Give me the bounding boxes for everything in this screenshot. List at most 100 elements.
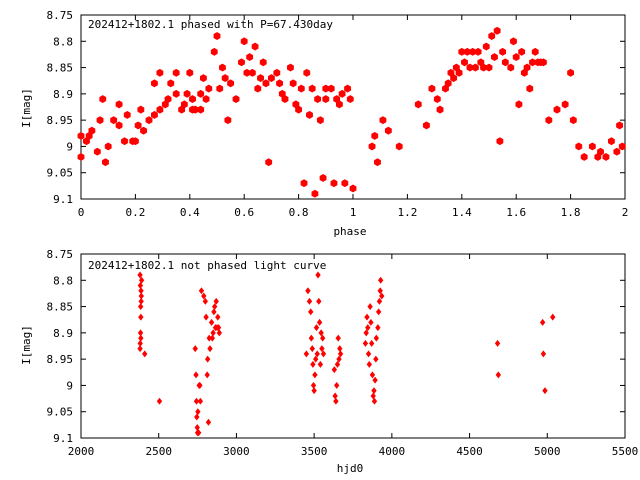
data-point xyxy=(331,366,338,374)
data-point xyxy=(518,47,526,56)
data-point xyxy=(138,313,144,321)
data-point xyxy=(203,313,209,321)
y-tick-label: 8.85 xyxy=(47,62,74,75)
data-point xyxy=(137,271,143,279)
data-point xyxy=(96,116,104,125)
data-point xyxy=(338,89,346,98)
data-point xyxy=(201,292,207,300)
x-tick-label: 3500 xyxy=(301,445,328,458)
x-tick-label: 0.8 xyxy=(289,206,309,219)
data-point xyxy=(362,339,369,347)
data-point xyxy=(553,105,561,114)
x-tick-label: 0 xyxy=(78,206,85,219)
data-point xyxy=(305,287,311,295)
data-point xyxy=(281,95,289,104)
y-tick-label: 8.85 xyxy=(47,301,74,314)
data-point xyxy=(138,276,145,284)
data-point xyxy=(314,95,322,104)
unphased-light-curve-panel: 202412+1802.1 not phased light curve I[m… xyxy=(20,248,638,475)
x-tick-label: 4500 xyxy=(456,445,483,458)
data-point xyxy=(227,79,235,88)
x-tick-label: 5000 xyxy=(534,445,561,458)
data-point xyxy=(134,121,142,130)
data-point xyxy=(257,74,264,83)
data-point xyxy=(575,142,583,151)
data-point xyxy=(312,371,318,379)
data-point xyxy=(428,84,436,93)
data-point xyxy=(208,318,215,326)
y-tick-label: 8.9 xyxy=(53,88,73,101)
data-point xyxy=(205,84,213,93)
x-tick-label: 0.4 xyxy=(180,206,200,219)
data-point xyxy=(455,68,463,77)
data-point xyxy=(204,371,210,379)
y-tick-label: 9.1 xyxy=(53,432,73,445)
data-point xyxy=(510,37,517,46)
data-point xyxy=(366,360,372,368)
y-tick-label: 8.95 xyxy=(47,353,74,366)
data-point xyxy=(213,32,221,40)
data-point xyxy=(209,334,216,342)
data-point xyxy=(526,84,534,93)
data-point xyxy=(368,318,374,326)
data-point xyxy=(265,158,273,167)
data-point xyxy=(221,74,229,83)
data-point xyxy=(313,355,319,363)
data-point xyxy=(240,37,248,46)
data-point xyxy=(306,110,313,119)
data-point xyxy=(618,142,626,151)
data-point xyxy=(77,131,85,140)
data-point xyxy=(336,355,342,363)
data-point xyxy=(376,297,383,305)
data-point xyxy=(115,121,123,130)
data-point xyxy=(211,308,217,316)
data-point xyxy=(414,100,422,109)
data-point xyxy=(613,147,621,156)
data-point xyxy=(334,360,341,368)
data-point xyxy=(251,42,259,51)
data-point xyxy=(205,418,212,426)
data-point xyxy=(195,408,201,416)
data-point xyxy=(374,158,381,167)
data-point xyxy=(316,116,324,125)
data-point xyxy=(531,47,539,56)
data-point xyxy=(471,63,479,72)
data-point xyxy=(216,84,224,93)
data-point xyxy=(316,318,323,326)
data-point xyxy=(371,387,377,395)
data-point xyxy=(496,137,504,146)
data-point xyxy=(300,179,308,188)
data-point xyxy=(315,271,321,279)
data-point xyxy=(216,329,223,337)
data-point xyxy=(194,413,200,421)
x-tick-label: 2000 xyxy=(68,445,95,458)
data-point xyxy=(295,105,303,114)
data-point xyxy=(172,89,180,98)
data-point xyxy=(364,313,370,321)
data-point xyxy=(616,121,623,130)
data-point xyxy=(482,42,490,51)
data-point xyxy=(370,392,376,400)
data-point xyxy=(138,297,144,305)
data-point xyxy=(276,79,283,88)
data-point xyxy=(138,303,144,311)
data-point xyxy=(254,84,262,93)
y-axis-label: I[mag] xyxy=(20,325,33,365)
data-point xyxy=(311,189,319,198)
data-point xyxy=(238,58,245,67)
y-tick-label: 8.95 xyxy=(47,114,74,127)
data-point xyxy=(493,26,501,35)
data-point xyxy=(137,105,145,114)
data-point xyxy=(580,152,588,161)
data-point xyxy=(204,355,211,363)
data-point xyxy=(450,74,458,83)
data-point xyxy=(499,47,507,56)
y-tick-label: 9 xyxy=(66,379,73,392)
data-point xyxy=(197,381,203,389)
data-point xyxy=(507,63,515,72)
data-point xyxy=(377,276,384,284)
x-tick-label: 0.6 xyxy=(234,206,254,219)
y-tick-label: 8.8 xyxy=(53,274,73,287)
data-point xyxy=(308,308,314,316)
x-tick-label: 3000 xyxy=(223,445,250,458)
